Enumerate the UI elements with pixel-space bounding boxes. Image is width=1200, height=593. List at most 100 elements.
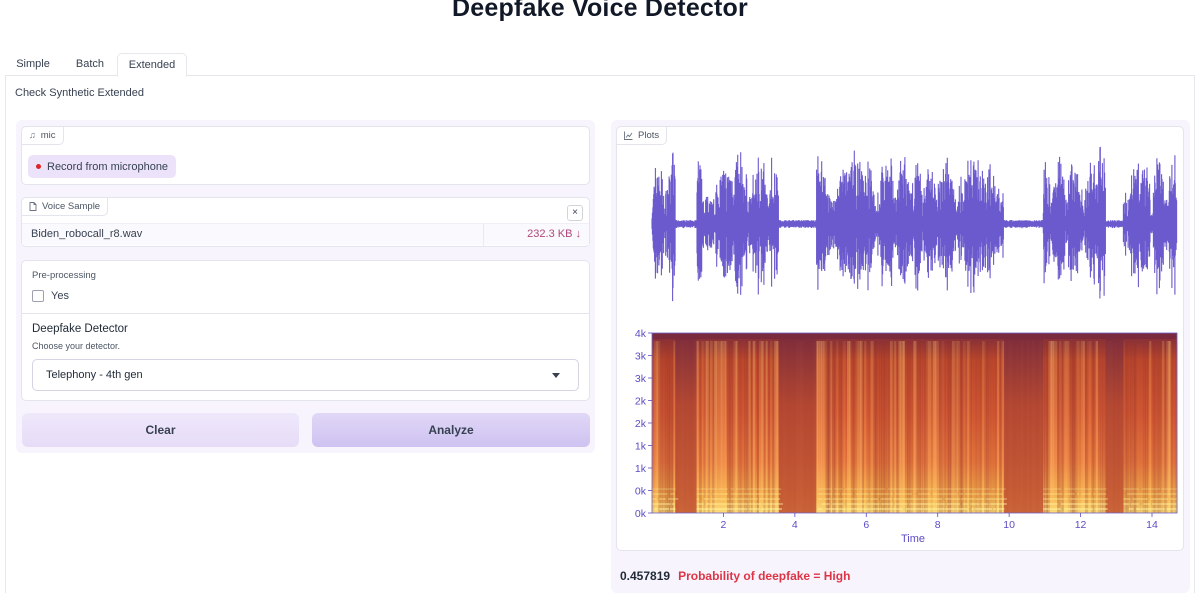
y-tick-label: 0k [635, 486, 647, 498]
clear-button[interactable]: Clear [22, 413, 299, 447]
spectrogram-band [1061, 341, 1064, 513]
spectrogram-band [1059, 341, 1062, 513]
spectrogram-band [864, 341, 867, 513]
spectrogram-band [716, 341, 719, 513]
spectrogram-band [654, 341, 659, 513]
spectrogram-band [1082, 341, 1085, 513]
detector-select[interactable]: Telephony - 4th gen [32, 359, 579, 391]
spectrogram-band [1147, 341, 1150, 513]
spectrogram-band [1048, 341, 1053, 513]
spectrogram-band [733, 341, 737, 513]
spectrogram-band [937, 341, 940, 513]
spectrogram-band [885, 341, 890, 513]
spectrogram-band [829, 341, 833, 513]
result-label: Probability of deepfake = High [678, 569, 851, 583]
spectrogram-band [744, 341, 747, 513]
spectrogram-band [973, 341, 977, 513]
divider [22, 313, 589, 314]
x-axis-label: Time [901, 533, 925, 545]
spectrogram-band [904, 341, 909, 513]
record-button[interactable]: Record from microphone [28, 155, 177, 178]
spectrogram-band [851, 341, 855, 513]
spectrogram-band [932, 341, 936, 513]
waveform [651, 146, 1178, 302]
spectrogram-band [857, 341, 861, 513]
spectrogram-band [907, 341, 911, 513]
spectrogram-band [994, 341, 997, 513]
spectrogram-band [712, 341, 715, 513]
y-tick-label: 2k [635, 418, 647, 430]
x-tick-label: 6 [863, 519, 869, 531]
spectrogram-band [1080, 341, 1083, 513]
spectrogram-band [658, 341, 661, 513]
spectrogram-band [956, 341, 961, 513]
spectrogram-band [662, 341, 667, 513]
spectrogram [652, 333, 1179, 513]
spectrogram-band [849, 341, 852, 513]
x-tick-label: 12 [1075, 519, 1087, 531]
spectrogram-band [667, 341, 671, 513]
y-tick-label: 0k [635, 508, 647, 520]
x-tick-label: 14 [1146, 519, 1158, 531]
spectrogram-band [859, 341, 863, 513]
spectrogram-band [1089, 341, 1092, 513]
spectrogram-band [671, 341, 675, 513]
spectrogram-band [874, 341, 878, 513]
file-row: Biden_robocall_r8.wav 232.3 KB ↓ [22, 223, 589, 246]
spectrogram-band [971, 341, 974, 513]
spectrogram-band [977, 341, 982, 513]
spectrogram-band [1168, 341, 1172, 513]
spectrogram-band [757, 341, 759, 513]
file-download-link[interactable]: 232.3 KB ↓ [527, 228, 581, 240]
plots-label: Plots [617, 127, 668, 145]
spectrogram-band [919, 341, 924, 513]
spectrogram-band [746, 341, 750, 513]
spectrogram-band [879, 341, 882, 513]
y-tick-label: 3k [635, 351, 647, 363]
spectrogram-band [1052, 341, 1055, 513]
plot-figure: 2 4 6 8 10 12 14 0k 0k 1k 1k 2k 2k 3k 3k 4k Time [635, 146, 1179, 545]
spectrogram-band [742, 341, 745, 513]
spectrogram-band [699, 341, 702, 513]
spectrogram-band [1129, 341, 1132, 513]
plots-block: Plots [616, 126, 1184, 551]
preprocessing-title: Pre-processing [32, 270, 96, 281]
analyze-button[interactable]: Analyze [312, 413, 590, 447]
spectrogram-band [1174, 341, 1178, 513]
preprocessing-checkbox[interactable] [32, 290, 44, 302]
spectrogram-band [842, 341, 846, 513]
spectrogram-band [720, 341, 723, 513]
tab-extended[interactable]: Extended [117, 53, 187, 77]
spectrogram-band [922, 341, 925, 513]
file-icon [29, 202, 37, 211]
spectrogram-band [737, 341, 741, 513]
spectrogram-band [765, 341, 768, 513]
mic-block: ♫ mic Record from microphone [21, 126, 590, 185]
spectrogram-band [943, 341, 946, 513]
spectrogram-band [1087, 341, 1090, 513]
tab-batch[interactable]: Batch [75, 58, 105, 70]
spectrogram-band [1153, 341, 1157, 513]
spectrogram-band [872, 341, 877, 513]
spectrogram-band [934, 341, 939, 513]
close-file-button[interactable]: × [567, 205, 583, 221]
spectrogram-band [1142, 341, 1146, 513]
spectrogram-band [986, 341, 990, 513]
spectrogram-silence [1003, 333, 1044, 513]
spectrogram-band [1057, 341, 1061, 513]
preprocessing-option[interactable]: Yes [32, 290, 69, 302]
music-note-icon: ♫ [29, 130, 36, 140]
spectrogram-band [915, 341, 918, 513]
panel-description: Check Synthetic Extended [15, 87, 145, 99]
spectrogram-band [870, 341, 874, 513]
spectrogram-band [832, 341, 836, 513]
spectrogram-band [724, 341, 728, 513]
spectrogram-band [1149, 341, 1152, 513]
tab-simple[interactable]: Simple [16, 58, 50, 70]
spectrogram-band [1074, 341, 1078, 513]
spectrogram-band [941, 341, 945, 513]
spectrogram-band [772, 341, 776, 513]
spectrogram-band [949, 341, 954, 513]
spectrogram-band [930, 341, 933, 513]
spectrogram-band [1072, 341, 1076, 513]
